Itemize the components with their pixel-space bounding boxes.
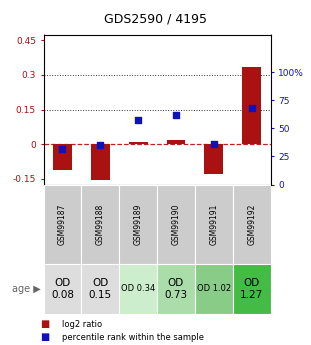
Bar bbox=[157, 264, 195, 314]
Point bbox=[211, 141, 216, 147]
Text: percentile rank within the sample: percentile rank within the sample bbox=[62, 333, 204, 342]
Bar bbox=[195, 185, 233, 264]
Text: GDS2590 / 4195: GDS2590 / 4195 bbox=[104, 12, 207, 25]
Text: GSM99191: GSM99191 bbox=[209, 204, 218, 245]
Text: GSM99190: GSM99190 bbox=[171, 204, 180, 245]
Bar bbox=[119, 185, 157, 264]
Bar bbox=[44, 185, 81, 264]
Bar bbox=[242, 67, 261, 144]
Text: OD
0.08: OD 0.08 bbox=[51, 278, 74, 300]
Text: OD 0.34: OD 0.34 bbox=[121, 284, 155, 294]
Bar bbox=[166, 139, 185, 144]
Bar bbox=[119, 264, 157, 314]
Text: age ▶: age ▶ bbox=[12, 284, 40, 294]
Point bbox=[98, 142, 103, 148]
Point bbox=[60, 146, 65, 151]
Text: OD 1.02: OD 1.02 bbox=[197, 284, 231, 294]
Text: GSM99189: GSM99189 bbox=[134, 204, 143, 245]
Text: GSM99192: GSM99192 bbox=[247, 204, 256, 245]
Point bbox=[249, 105, 254, 111]
Text: ■: ■ bbox=[40, 319, 50, 329]
Text: ■: ■ bbox=[40, 332, 50, 342]
Text: OD
1.27: OD 1.27 bbox=[240, 278, 263, 300]
Bar bbox=[44, 264, 81, 314]
Text: GSM99188: GSM99188 bbox=[96, 204, 105, 245]
Text: log2 ratio: log2 ratio bbox=[62, 320, 102, 329]
Bar bbox=[81, 185, 119, 264]
Text: GSM99187: GSM99187 bbox=[58, 204, 67, 245]
Bar bbox=[195, 264, 233, 314]
Point bbox=[136, 118, 141, 123]
Point bbox=[174, 112, 179, 118]
Bar bbox=[233, 185, 271, 264]
Text: OD
0.15: OD 0.15 bbox=[89, 278, 112, 300]
Text: OD
0.73: OD 0.73 bbox=[165, 278, 188, 300]
Bar bbox=[233, 264, 271, 314]
Bar bbox=[91, 144, 110, 180]
Bar bbox=[204, 144, 223, 174]
Bar bbox=[157, 185, 195, 264]
Bar bbox=[81, 264, 119, 314]
Bar bbox=[53, 144, 72, 169]
Bar bbox=[129, 142, 148, 144]
